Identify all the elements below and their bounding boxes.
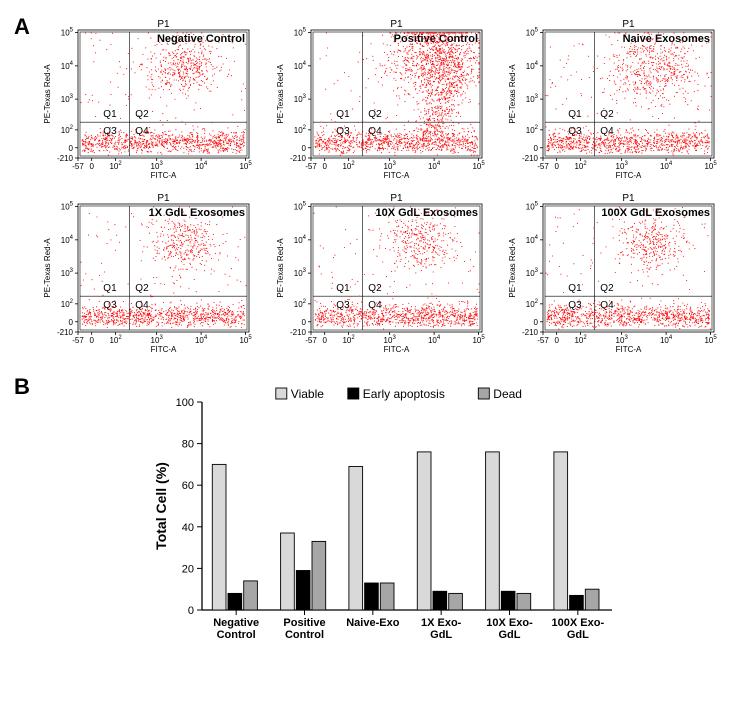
panel-b: B 020406080100Total Cell (%)NegativeCont…: [10, 372, 730, 667]
bar-chart-container: 020406080100Total Cell (%)NegativeContro…: [150, 372, 620, 667]
svg-text:FITC-A: FITC-A: [151, 171, 177, 180]
svg-text:Positive Control: Positive Control: [393, 33, 477, 45]
svg-text:0: 0: [69, 144, 74, 153]
scatter-5: P1100X GdL ExosomesQ1Q2Q3Q4-570102103104…: [505, 186, 730, 354]
svg-text:105: 105: [293, 28, 306, 38]
svg-text:104: 104: [293, 61, 306, 71]
svg-text:Q1: Q1: [569, 109, 583, 120]
panel-a-label: A: [14, 14, 30, 40]
scatter-4: P110X GdL ExosomesQ1Q2Q3Q4-5701021031041…: [273, 186, 498, 354]
svg-text:0: 0: [89, 162, 94, 171]
svg-text:P1: P1: [390, 19, 403, 30]
scatter-1: P1Positive ControlQ1Q2Q3Q4-5701021031041…: [273, 12, 498, 180]
svg-text:Negative Control: Negative Control: [157, 33, 245, 45]
svg-text:Q2: Q2: [601, 109, 615, 120]
svg-text:103: 103: [61, 94, 74, 104]
scatter-2: P1Naive ExosomesQ1Q2Q3Q4-570102103104105…: [505, 12, 730, 180]
svg-text:105: 105: [61, 28, 74, 38]
svg-text:P1: P1: [157, 19, 170, 30]
svg-text:105: 105: [472, 161, 485, 171]
svg-text:103: 103: [293, 94, 306, 104]
panel-b-label: B: [14, 374, 30, 400]
svg-text:102: 102: [61, 125, 74, 135]
svg-text:Q4: Q4: [135, 126, 149, 137]
svg-text:Naive Exosomes: Naive Exosomes: [623, 33, 710, 45]
svg-text:PE-Texas Red-A: PE-Texas Red-A: [43, 64, 52, 124]
svg-text:0: 0: [301, 144, 306, 153]
svg-text:Q1: Q1: [103, 109, 117, 120]
svg-text:-57: -57: [305, 162, 317, 171]
svg-text:102: 102: [109, 161, 122, 171]
svg-text:P1: P1: [623, 19, 636, 30]
svg-text:FITC-A: FITC-A: [383, 171, 409, 180]
svg-text:105: 105: [239, 161, 252, 171]
svg-text:-57: -57: [72, 162, 84, 171]
svg-text:0: 0: [322, 162, 327, 171]
svg-text:103: 103: [151, 161, 164, 171]
scatter-grid: P1 Negative Control Q1 Q2 Q3 Q4 -57 0 102 103 104 1…: [40, 12, 730, 354]
svg-text:104: 104: [61, 61, 74, 71]
svg-text:103: 103: [383, 161, 396, 171]
panel-a: A P1 Negative Control Q1 Q2 Q3 Q4 -57 0 102 103 10…: [10, 12, 730, 354]
svg-text:Q2: Q2: [368, 109, 382, 120]
svg-text:-210: -210: [290, 154, 307, 163]
bar-chart: 020406080100Total Cell (%)NegativeContro…: [150, 372, 620, 662]
scatter-0: P1Negative ControlQ1Q2Q3Q4-5701021031041…: [40, 12, 265, 180]
svg-text:102: 102: [342, 161, 355, 171]
svg-text:Q2: Q2: [135, 109, 149, 120]
svg-text:Q3: Q3: [569, 126, 583, 137]
svg-text:PE-Texas Red-A: PE-Texas Red-A: [276, 64, 285, 124]
svg-text:102: 102: [293, 125, 306, 135]
scatter-3: P11X GdL ExosomesQ1Q2Q3Q4-57010210310410…: [40, 186, 265, 354]
svg-text:-210: -210: [57, 154, 74, 163]
svg-text:104: 104: [195, 161, 208, 171]
svg-text:Q1: Q1: [336, 109, 350, 120]
svg-text:104: 104: [428, 161, 441, 171]
